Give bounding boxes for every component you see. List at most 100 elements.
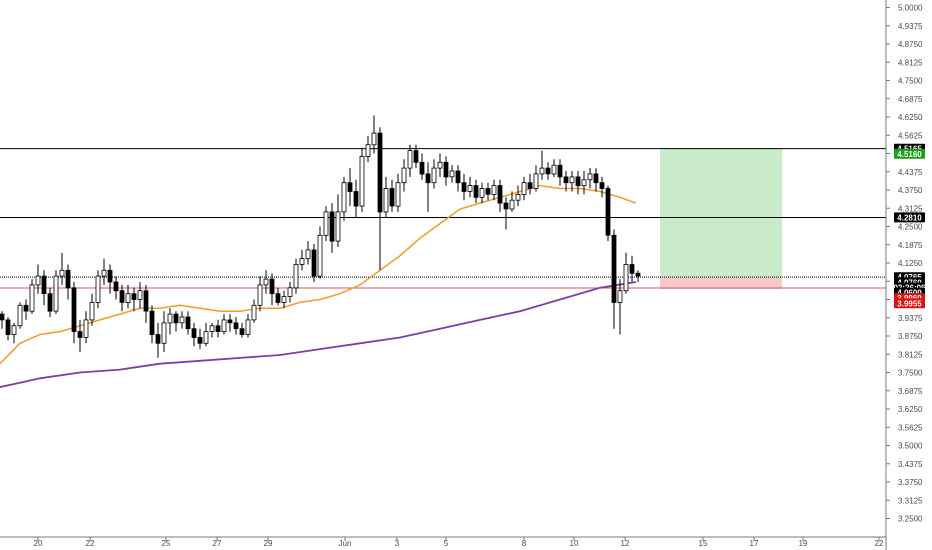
y-tick-label: 4.3125: [898, 204, 923, 213]
price-badge-background: [894, 298, 925, 309]
x-tick-label: 15: [699, 539, 708, 548]
candle-body: [125, 293, 131, 303]
candle: [329, 203, 335, 253]
candle-body: [215, 325, 221, 332]
candle-body: [53, 275, 59, 312]
candle: [41, 270, 47, 306]
candle: [107, 264, 113, 294]
candle-body: [605, 188, 611, 236]
candle-body: [455, 170, 461, 184]
position-zones: [660, 148, 782, 290]
candle: [197, 328, 203, 350]
candle: [419, 153, 425, 180]
candle-body: [233, 322, 239, 330]
candle-body: [353, 191, 359, 207]
y-tick-label: 4.5625: [898, 131, 923, 140]
candle: [461, 173, 467, 201]
candle: [395, 173, 401, 212]
candle-body: [293, 264, 299, 289]
candle-body: [395, 182, 401, 207]
candle: [185, 311, 191, 335]
candle: [335, 194, 341, 247]
candle: [563, 171, 569, 192]
candle-body: [245, 319, 251, 335]
candle: [533, 165, 539, 192]
y-tick-label: 4.8750: [898, 40, 923, 49]
candle: [467, 176, 473, 198]
candle: [71, 282, 77, 344]
candle-body: [83, 319, 89, 338]
candle-body: [149, 310, 155, 336]
candle-body: [467, 185, 473, 192]
moving-averages: [0, 184, 637, 388]
candle-body: [611, 234, 617, 303]
candle-body: [179, 316, 185, 324]
price-badge: 4.2810: [894, 212, 925, 223]
price-badge-label: 4.0600: [897, 289, 922, 298]
candle-body: [479, 188, 485, 198]
candle-body: [377, 132, 383, 213]
price-axis[interactable]: 5.0000 4.9375 4.8750 4.8125 4.7500 4.6875 4.62…: [886, 4, 923, 524]
candle: [47, 287, 53, 317]
candle-body: [599, 182, 605, 189]
candle: [491, 179, 497, 201]
horizontal-levels: [0, 148, 886, 289]
candle: [383, 176, 389, 218]
candle: [431, 159, 437, 189]
candle-body: [65, 269, 71, 289]
candle: [539, 150, 545, 180]
candle: [401, 159, 407, 192]
candle-body: [515, 193, 521, 201]
candle: [83, 311, 89, 344]
candle: [203, 322, 209, 347]
candle-body: [113, 281, 119, 292]
y-tick-label: 4.1875: [898, 241, 923, 250]
candle-body: [155, 334, 161, 344]
candle-body: [341, 182, 347, 213]
candle: [623, 252, 629, 294]
candle-body: [461, 182, 467, 192]
candle: [629, 255, 635, 282]
candle-body: [281, 296, 287, 303]
candle-body: [569, 176, 575, 184]
candle-body: [491, 185, 497, 195]
y-tick-label: 3.4375: [898, 460, 923, 469]
x-tick-label: 19: [799, 539, 808, 548]
candle: [65, 264, 71, 300]
candle-body: [311, 249, 317, 277]
candle-body: [191, 328, 197, 338]
candle-body: [335, 211, 341, 242]
candle-body: [557, 164, 563, 178]
time-axis[interactable]: 20 22 25 27 29 Jun 3 5 8 10 12 15 17 19 22: [34, 537, 884, 548]
x-tick-label: 25: [162, 539, 171, 548]
candle-body: [11, 325, 17, 335]
candle: [173, 311, 179, 332]
price-badge-label: 4.5160: [897, 150, 922, 159]
candle-body: [449, 170, 455, 178]
x-tick-label: 10: [570, 539, 579, 548]
candle-body: [59, 269, 65, 277]
x-tick-label: 22: [875, 539, 884, 548]
candle-body: [0, 313, 5, 321]
y-tick-label: 3.7500: [898, 369, 923, 378]
y-tick-label: 3.2500: [898, 515, 923, 524]
candle: [323, 206, 329, 242]
candle: [161, 311, 167, 353]
y-tick-label: 4.6875: [898, 95, 923, 104]
candle-body: [35, 275, 41, 286]
candle-body: [173, 313, 179, 324]
y-tick-label: 5.0000: [898, 4, 923, 13]
candle: [347, 168, 353, 207]
candle-body: [275, 293, 281, 303]
candle: [269, 273, 275, 306]
candle: [365, 136, 371, 163]
candle-body: [503, 202, 509, 210]
candle-body: [185, 316, 191, 330]
candle: [305, 241, 311, 265]
candle-body: [371, 132, 377, 146]
candle-body: [383, 188, 389, 213]
candle-body: [299, 258, 305, 265]
candle-body: [167, 313, 173, 324]
x-tick-label: 27: [213, 539, 222, 548]
